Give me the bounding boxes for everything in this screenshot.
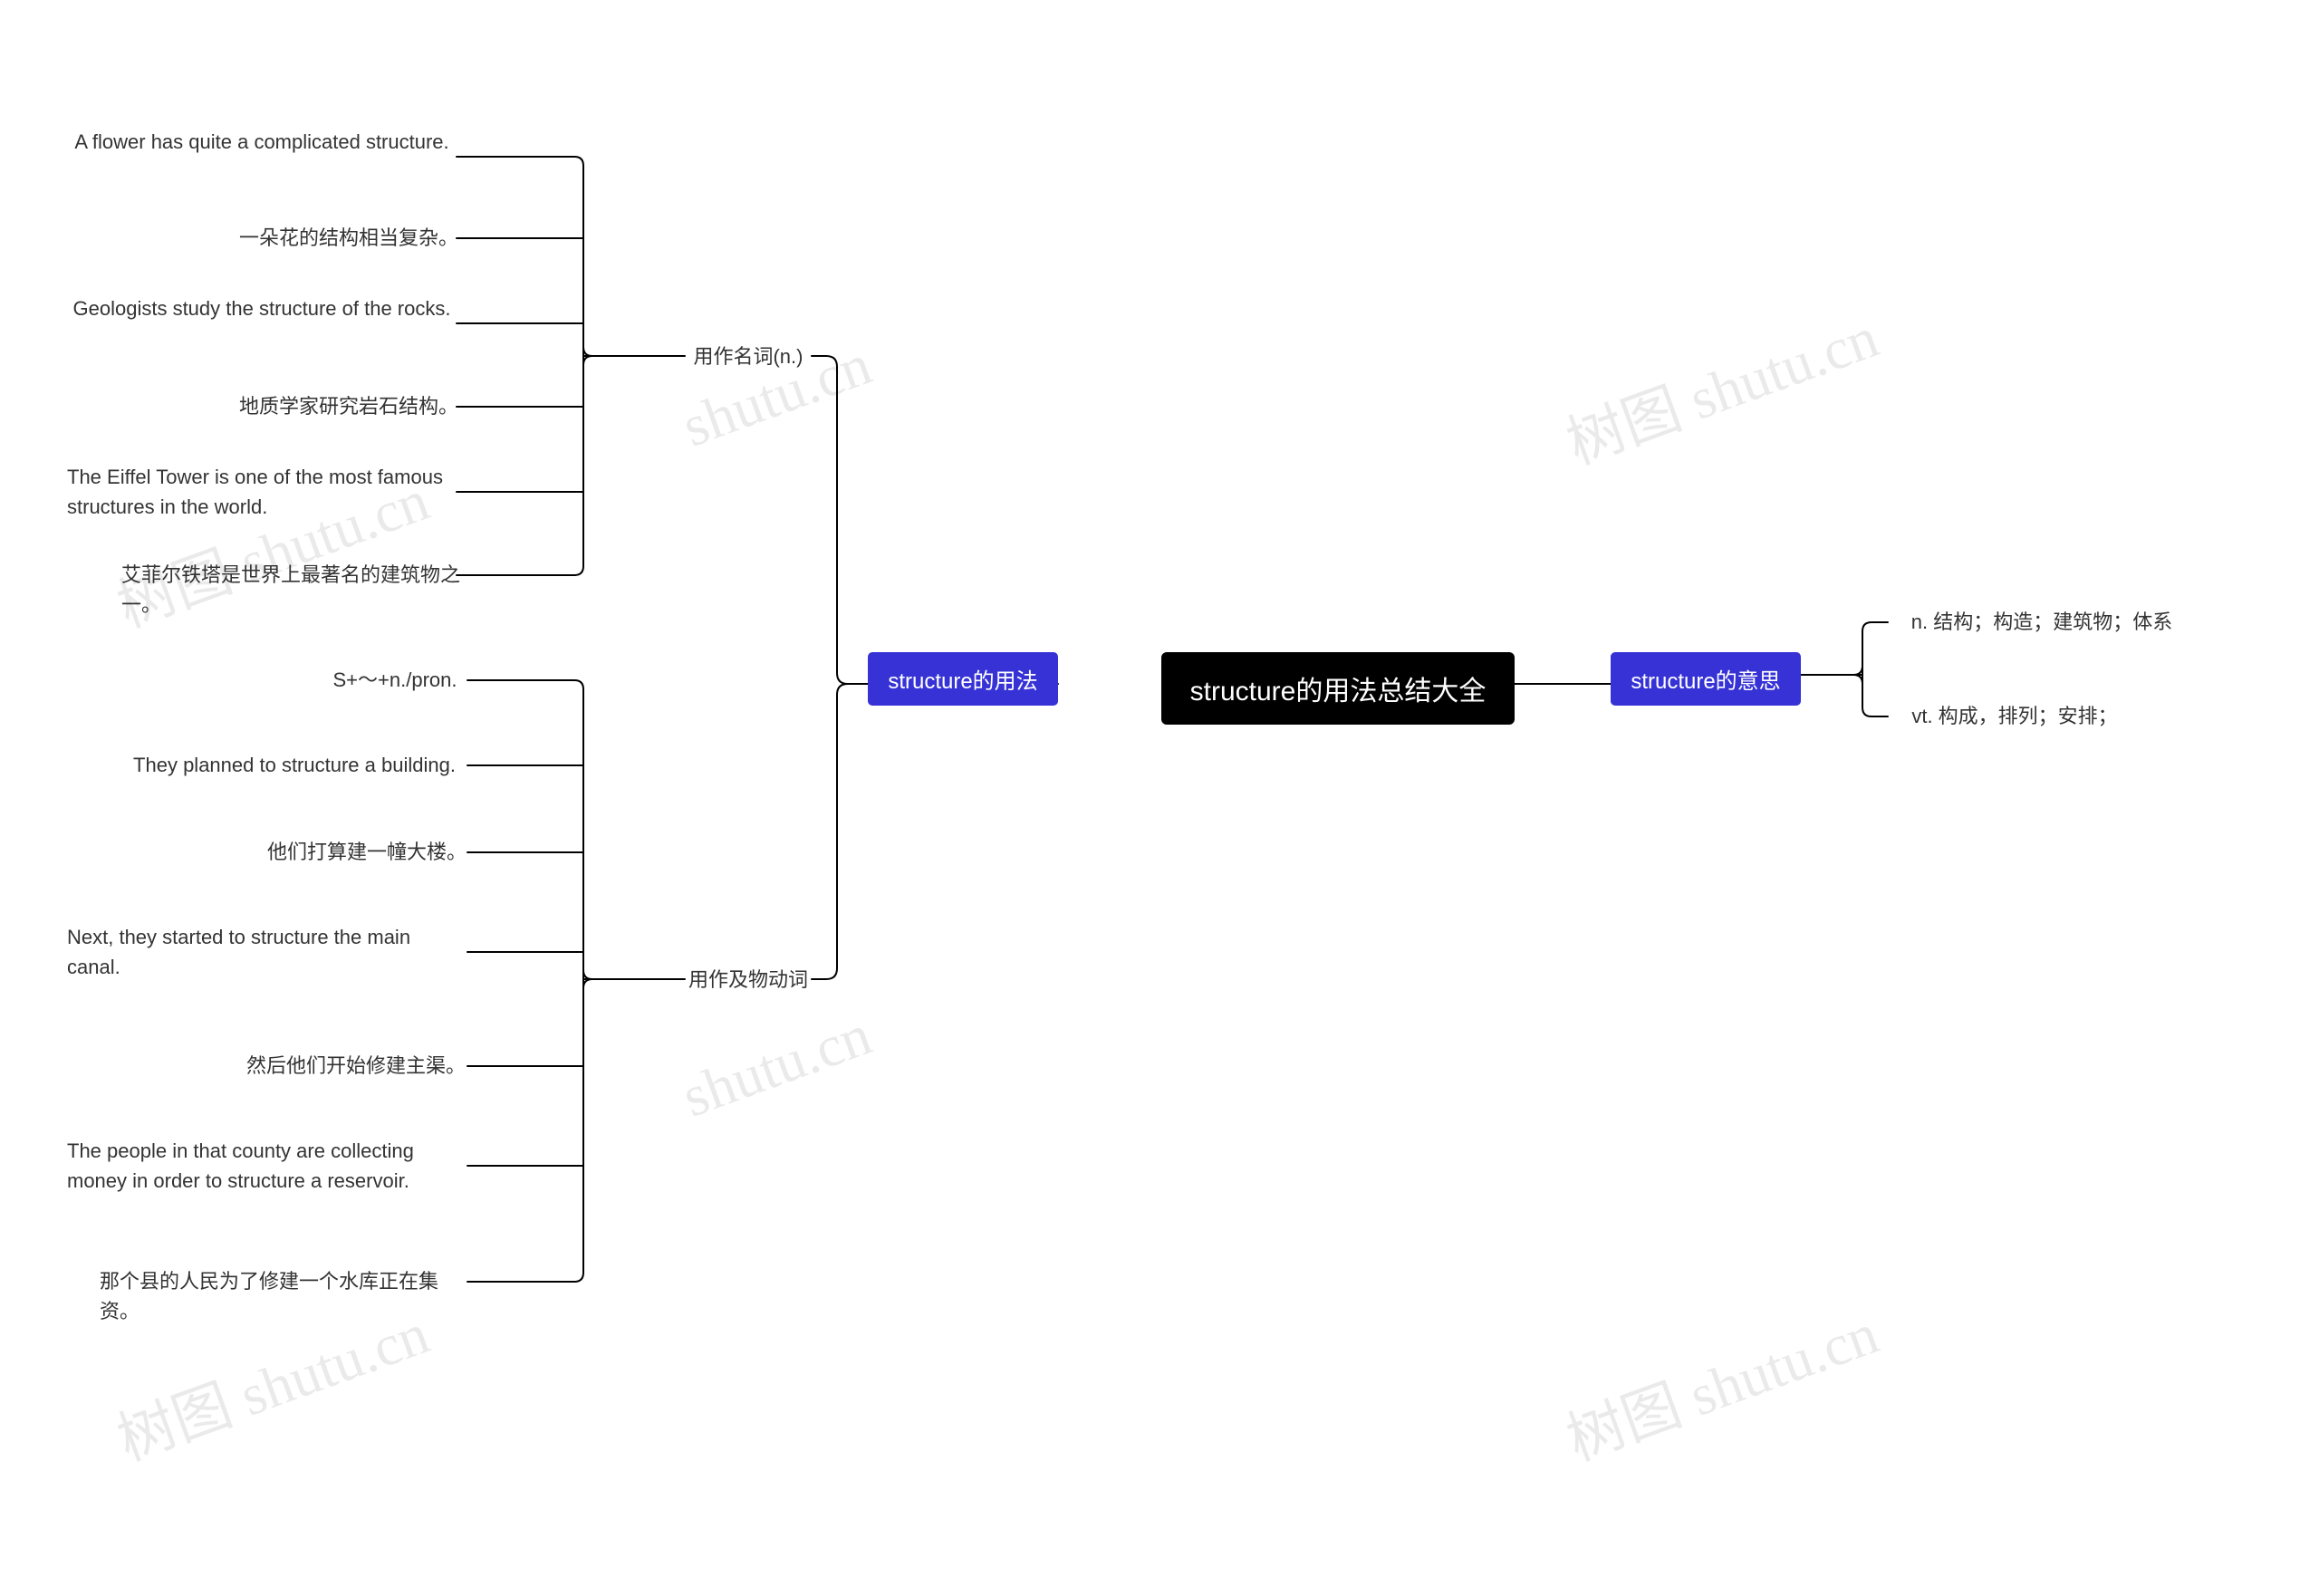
root-node: structure的用法总结大全: [1161, 652, 1515, 725]
leaf-node: vt. 构成，排列；安排；: [1897, 701, 2132, 731]
noun-node: 用作名词(n.): [685, 341, 812, 370]
leaf-node: Next, they started to structure the main…: [67, 922, 457, 982]
leaf-node: Geologists study the structure of the ro…: [67, 293, 457, 323]
leaf-node: They planned to structure a building.: [118, 750, 471, 780]
leaf-node: 他们打算建一幢大楼。: [263, 837, 471, 867]
leaf-node: The Eiffel Tower is one of the most famo…: [67, 462, 457, 522]
leaf-node: 那个县的人民为了修建一个水库正在集资。: [100, 1266, 471, 1326]
watermark: 树图 shutu.cn: [1554, 291, 1888, 480]
leaf-node: 地质学家研究岩石结构。: [236, 391, 462, 421]
leaf-node: A flower has quite a complicated structu…: [67, 127, 457, 157]
leaf-node: 然后他们开始修建主渠。: [243, 1051, 469, 1081]
leaf-node: 艾菲尔铁塔是世界上最著名的建筑物之一。: [121, 560, 466, 620]
leaf-node: n. 结构；构造；建筑物；体系: [1897, 607, 2187, 637]
watermark: 树图 shutu.cn: [1554, 1287, 1888, 1476]
usage-node: structure的用法: [868, 652, 1058, 706]
leaf-node: S+～+n./pron.: [322, 665, 467, 695]
meaning-node: structure的意思: [1611, 652, 1801, 706]
leaf-node: 一朵花的结构相当复杂。: [236, 223, 462, 253]
verb-node: 用作及物动词: [685, 964, 812, 993]
watermark: shutu.cn: [674, 1001, 880, 1130]
leaf-node: The people in that county are collecting…: [67, 1136, 457, 1196]
